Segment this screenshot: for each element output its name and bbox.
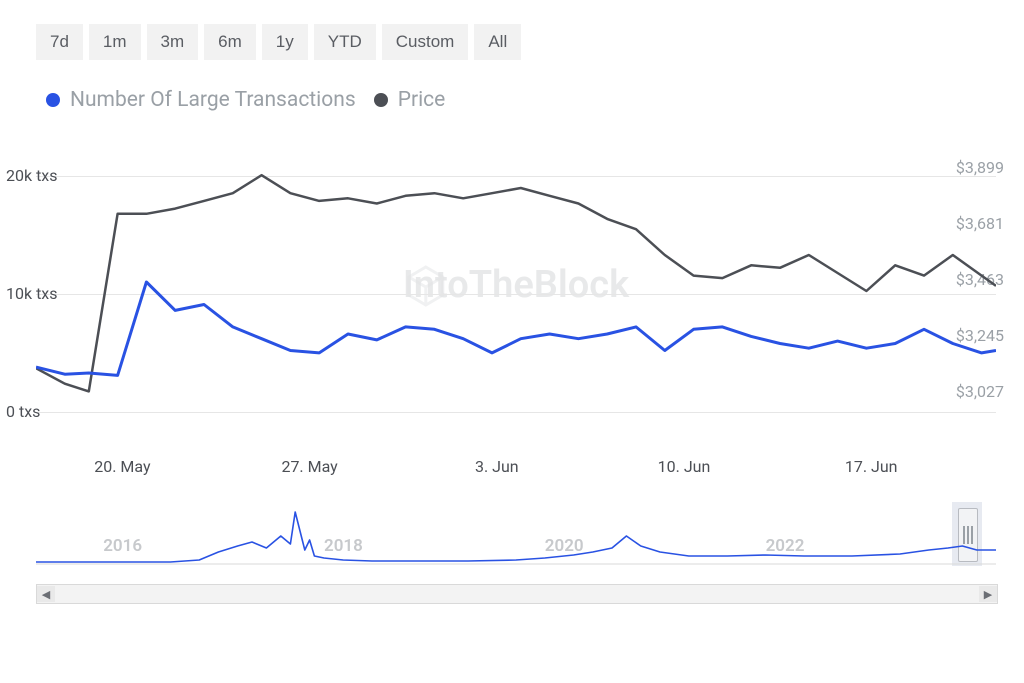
main-chart[interactable]: IntoTheBlock 0 txs10k txs20k txs$3,027$3…: [36, 152, 996, 442]
navigator-year-label: 2020: [545, 536, 584, 556]
legend-dot-icon: [46, 93, 60, 107]
legend-label: Number Of Large Transactions: [70, 88, 356, 112]
navigator-scrollbar[interactable]: ◀ ▶: [36, 584, 998, 604]
range-ytd[interactable]: YTD: [314, 24, 376, 60]
legend-item[interactable]: Number Of Large Transactions: [46, 88, 356, 112]
navigator-line: [36, 512, 996, 562]
navigator-year-label: 2016: [103, 536, 142, 556]
navigator-year-label: 2018: [324, 536, 363, 556]
legend-dot-icon: [374, 93, 388, 107]
price-line: [36, 175, 996, 391]
range-6m[interactable]: 6m: [204, 24, 256, 60]
range-3m[interactable]: 3m: [147, 24, 199, 60]
legend-label: Price: [398, 88, 446, 112]
x-tick: 20. May: [94, 457, 150, 476]
range-all[interactable]: All: [474, 24, 521, 60]
scroll-right-button[interactable]: ▶: [979, 586, 997, 602]
legend-item[interactable]: Price: [374, 88, 446, 112]
scroll-left-button[interactable]: ◀: [37, 586, 55, 602]
scroll-track[interactable]: [55, 585, 979, 603]
x-tick: 3. Jun: [475, 457, 519, 476]
chart-svg: [36, 152, 996, 432]
navigator-year-label: 2022: [766, 536, 805, 556]
transactions-line: [36, 282, 996, 375]
navigator-svg: [36, 500, 996, 570]
range-1m[interactable]: 1m: [89, 24, 141, 60]
chart-container: 7d1m3m6m1yYTDCustomAll Number Of Large T…: [0, 0, 1024, 683]
x-tick: 10. Jun: [658, 457, 711, 476]
x-tick: 17. Jun: [845, 457, 898, 476]
range-7d[interactable]: 7d: [36, 24, 83, 60]
legend: Number Of Large Transactions Price: [36, 88, 996, 112]
x-tick: 27. May: [281, 457, 337, 476]
range-selector: 7d1m3m6m1yYTDCustomAll: [36, 24, 996, 60]
range-1y[interactable]: 1y: [262, 24, 308, 60]
navigator[interactable]: 2016 2018 2020 2022: [36, 500, 996, 580]
range-custom[interactable]: Custom: [382, 24, 469, 60]
